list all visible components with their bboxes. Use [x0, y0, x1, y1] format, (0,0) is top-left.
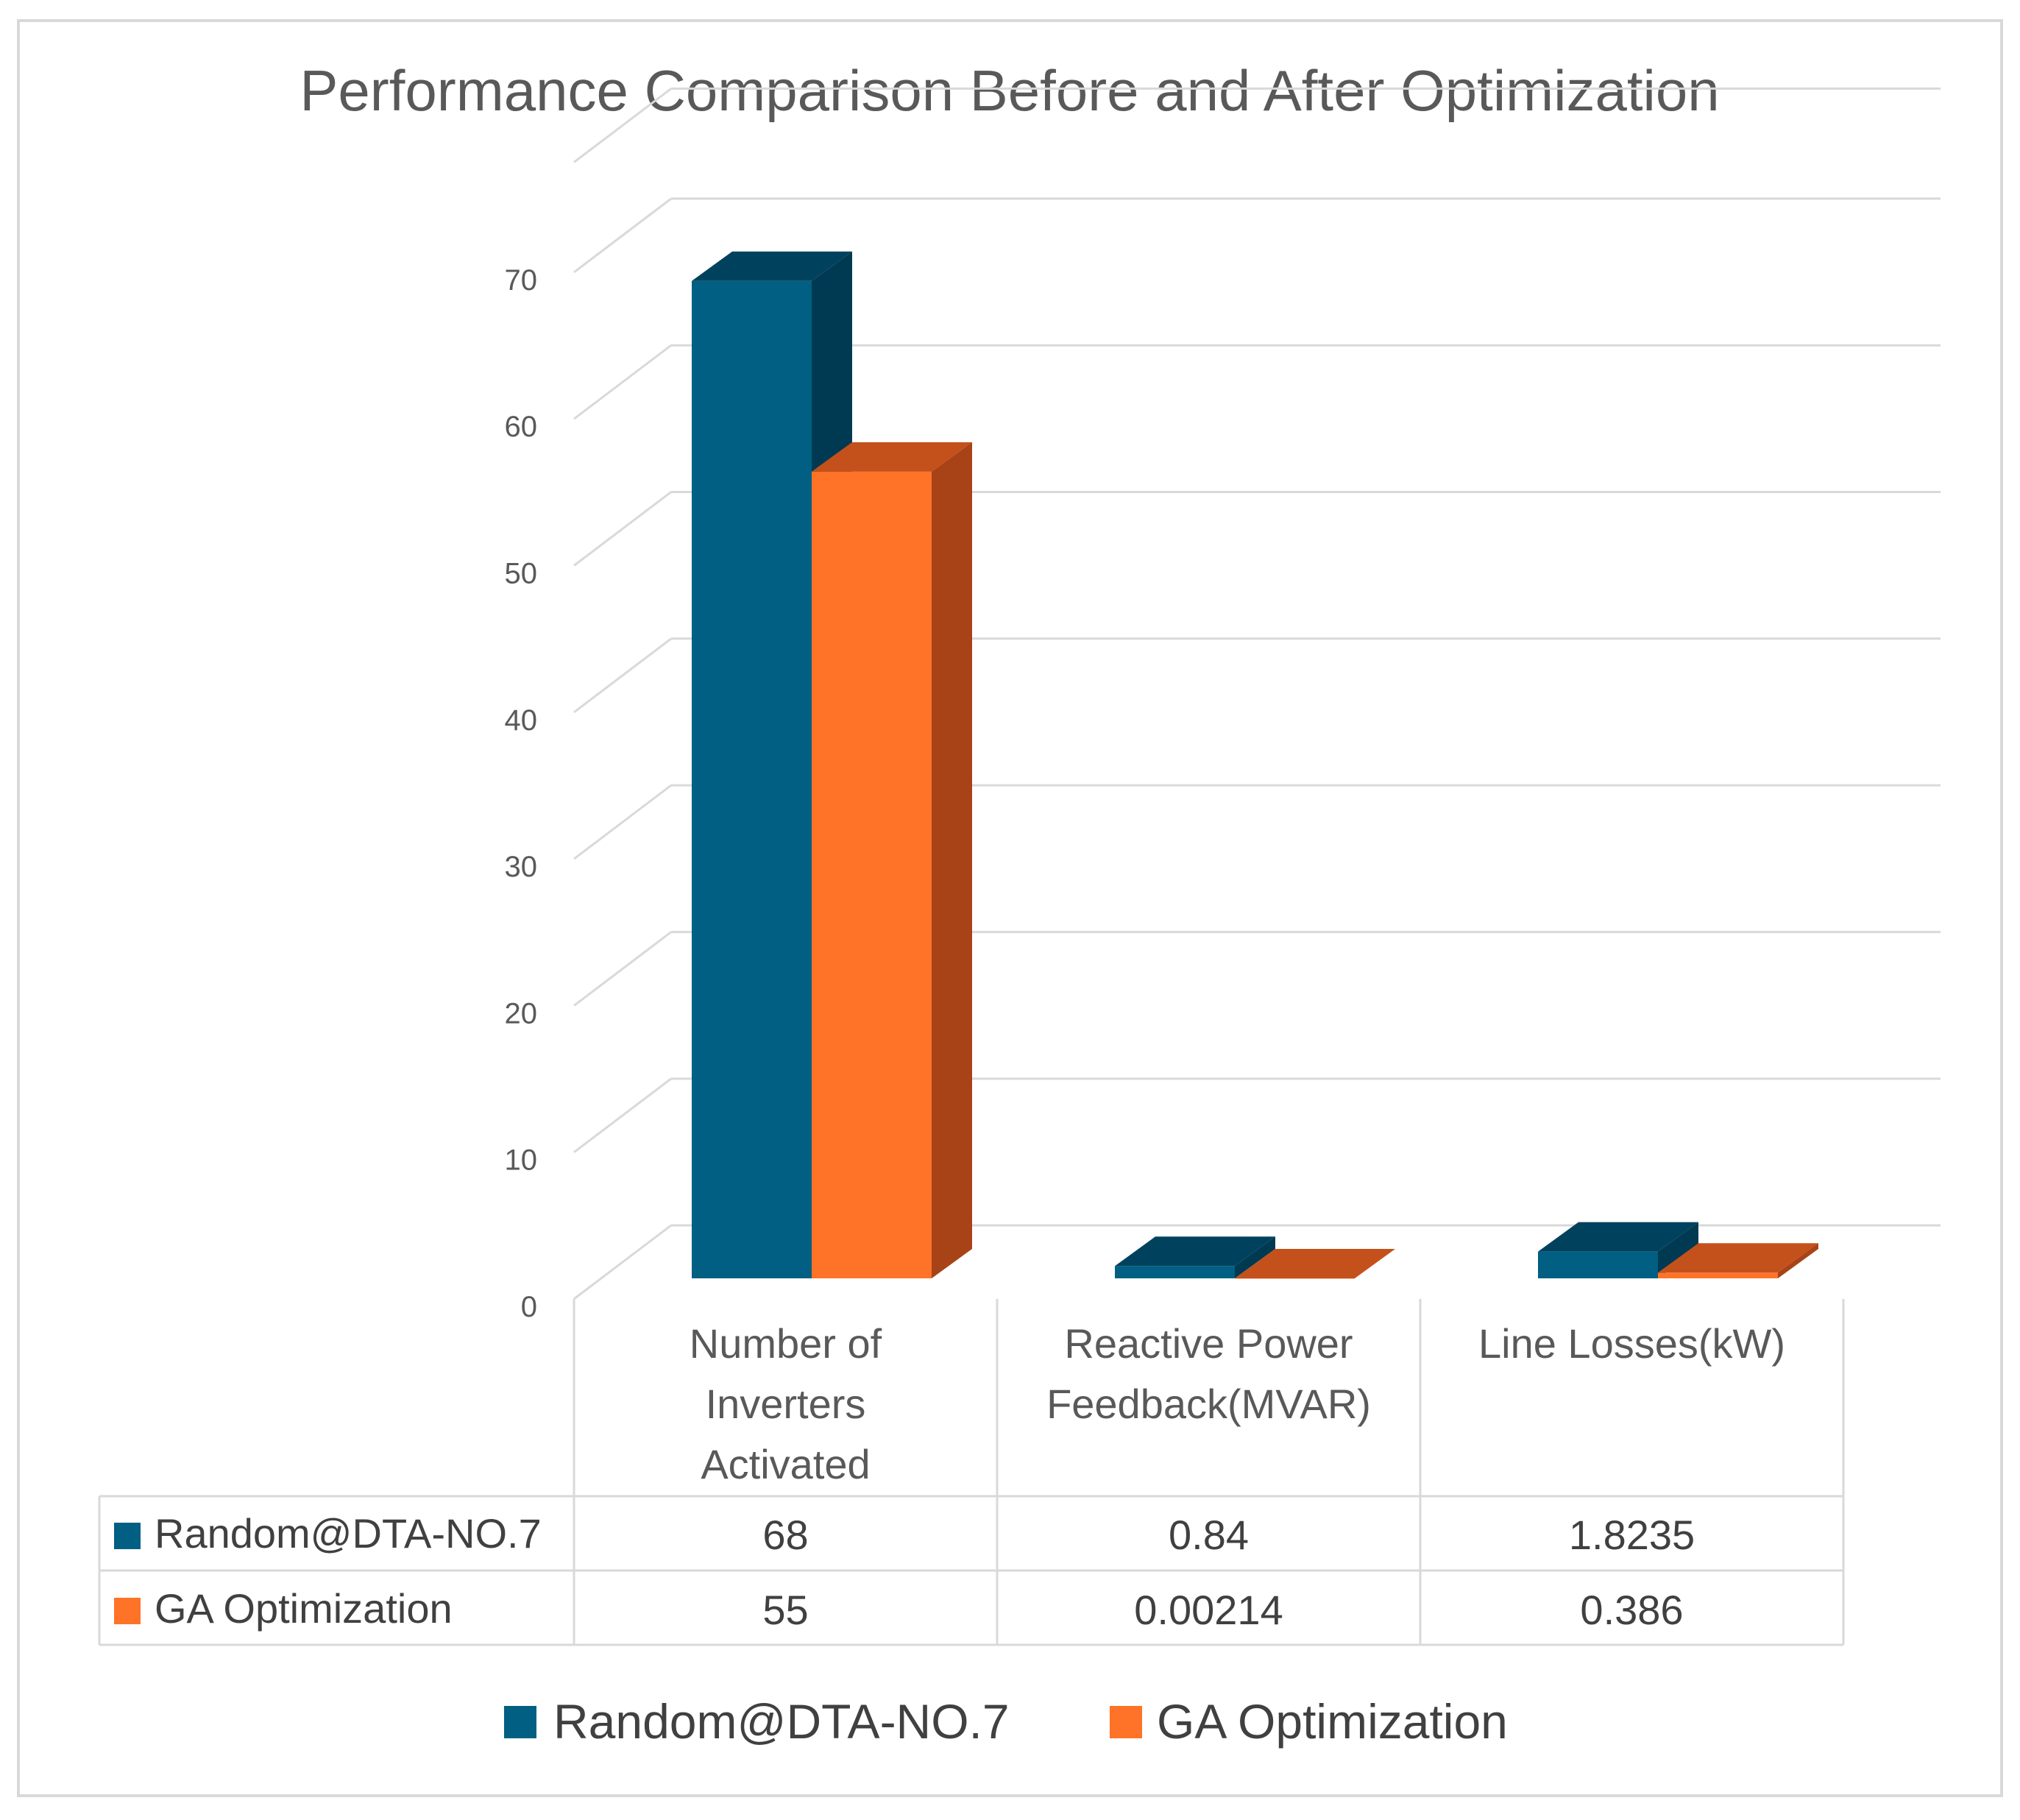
- y-tick-label: 60: [505, 411, 538, 443]
- bar-top-ga-optimization-0: [812, 442, 972, 472]
- bars-layer: [692, 251, 1818, 1279]
- table-key-swatch-random-dta-no-7: [114, 1523, 141, 1549]
- gridline-diagonal: [573, 931, 672, 1007]
- bar-top-random-dta-no-7-0: [692, 251, 852, 281]
- table-series-name: Random@DTA-NO.7: [155, 1510, 542, 1557]
- bar-side-ga-optimization-2: [1778, 1243, 1818, 1278]
- y-tick-label: 50: [505, 558, 538, 590]
- legend-label: Random@DTA-NO.7: [553, 1694, 1010, 1749]
- y-tick-label: 70: [505, 264, 538, 297]
- bar-side-ga-optimization-0: [932, 442, 972, 1278]
- y-tick-label: 30: [505, 851, 538, 883]
- y-tick-label: 0: [521, 1291, 537, 1323]
- bar-side-random-dta-no-7-1: [1235, 1236, 1275, 1278]
- category-label-line: Inverters: [706, 1381, 866, 1427]
- legend-label: GA Optimization: [1157, 1694, 1508, 1749]
- gridline-diagonal: [573, 197, 672, 274]
- gridline-diagonal: [573, 491, 672, 567]
- category-label-line: Line Losses(kW): [1478, 1320, 1785, 1367]
- category-label-line: Activated: [701, 1441, 870, 1487]
- category-label-line: Reactive Power: [1064, 1320, 1353, 1367]
- y-tick-label: 20: [505, 997, 538, 1030]
- bar-top-ga-optimization-1: [1235, 1248, 1395, 1278]
- bar-top-random-dta-no-7-2: [1538, 1222, 1698, 1252]
- legend-swatch: [504, 1706, 536, 1738]
- bar-top-ga-optimization-2: [1658, 1243, 1818, 1273]
- bar-ga-optimization-2: [1658, 1272, 1778, 1278]
- bar-ga-optimization-0: [812, 471, 932, 1278]
- bar-random-dta-no-7-1: [1115, 1266, 1235, 1278]
- gridline-diagonal: [573, 344, 672, 420]
- table-series-name: GA Optimization: [155, 1585, 453, 1632]
- legend-swatch: [1110, 1706, 1142, 1738]
- table-cell-value: 55: [762, 1587, 808, 1633]
- gridline-diagonal: [573, 637, 672, 713]
- table-cell-value: 0.386: [1580, 1587, 1683, 1633]
- category-label: Number of Inverters Activated: [690, 1320, 882, 1487]
- chart-border: [17, 19, 2003, 1797]
- gridline-diagonal: [573, 784, 672, 860]
- y-axis-ticks: 0 10 20 30 40 50 60 70: [505, 264, 538, 1323]
- chart-title: Performance Comparison Before and After …: [300, 58, 1719, 123]
- bar-ga-optimization-1: [1235, 1278, 1355, 1279]
- data-table: Number of Inverters Activated Reactive Powe…: [98, 1299, 1845, 1646]
- bar-random-dta-no-7-0: [692, 280, 812, 1278]
- legend: Random@DTA-NO.7 GA Optimization: [504, 1694, 1508, 1749]
- bar-side-random-dta-no-7-2: [1658, 1222, 1698, 1278]
- table-cell-value: 68: [762, 1512, 808, 1558]
- category-label: Reactive Power Feedback(MVAR): [1046, 1320, 1371, 1427]
- table-cell-value: 0.84: [1169, 1512, 1249, 1558]
- table-cell-value: 1.8235: [1569, 1512, 1695, 1558]
- gridline-diagonal: [573, 88, 672, 163]
- category-label-line: Number of: [690, 1320, 882, 1367]
- category-label-line: Feedback(MVAR): [1046, 1381, 1371, 1427]
- gridline-diagonal: [573, 1224, 672, 1300]
- bar-random-dta-no-7-2: [1538, 1251, 1658, 1278]
- category-label: Line Losses(kW): [1478, 1320, 1785, 1367]
- bar-top-random-dta-no-7-1: [1115, 1236, 1275, 1267]
- table-key-swatch-ga-optimization: [114, 1598, 141, 1624]
- table-cell-value: 0.00214: [1134, 1587, 1283, 1633]
- y-tick-label: 40: [505, 704, 538, 737]
- gridline-diagonal: [573, 1077, 672, 1153]
- y-tick-label: 10: [505, 1144, 538, 1177]
- bar-side-ga-optimization-1: [1355, 1248, 1395, 1278]
